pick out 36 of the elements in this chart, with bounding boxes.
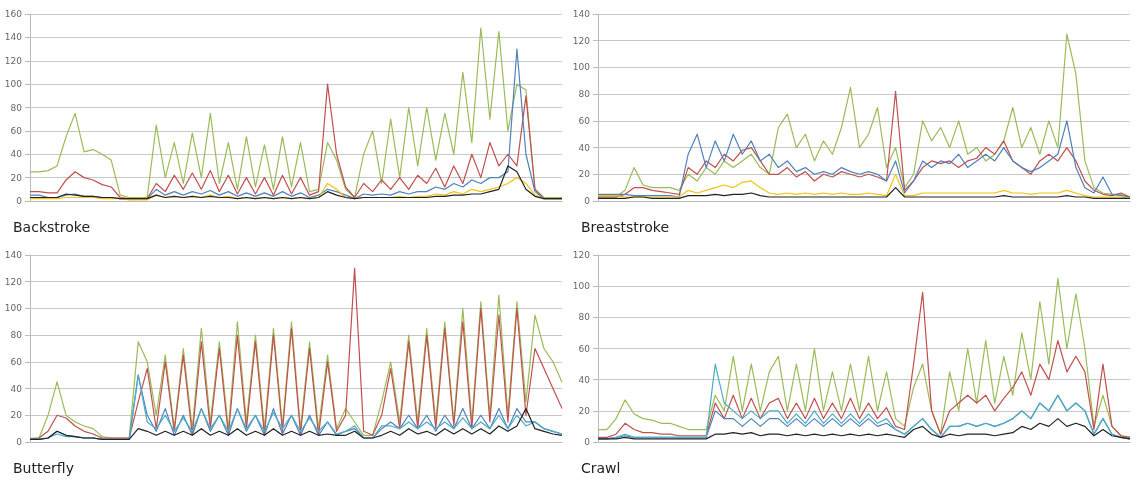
y-tick-label: 100 — [572, 62, 591, 73]
y-tick-label: 120 — [4, 55, 23, 66]
y-tick-label: 60 — [578, 343, 591, 354]
y-tick-label: 100 — [572, 281, 591, 292]
y-tick-label: 120 — [4, 276, 23, 287]
y-tick-label: 80 — [578, 312, 591, 323]
y-tick-label: 0 — [584, 196, 591, 206]
y-tick-label: 80 — [10, 330, 23, 341]
y-tick-label: 140 — [4, 32, 23, 43]
y-tick-label: 40 — [10, 383, 23, 394]
text: Breaststroke — [581, 219, 670, 235]
y-tick-label: 100 — [4, 79, 23, 90]
y-tick-label: 80 — [578, 89, 591, 100]
y-tick-label: 20 — [578, 405, 591, 416]
y-tick-label: 40 — [578, 142, 591, 153]
y-tick-label: 40 — [578, 374, 591, 385]
y-tick-label: 0 — [16, 437, 23, 447]
y-tick-label: 160 — [4, 9, 23, 19]
y-tick-label: 60 — [10, 356, 23, 367]
y-tick-label: 40 — [10, 149, 23, 160]
text: Butterfly — [13, 460, 74, 476]
y-tick-label: 20 — [10, 410, 23, 421]
y-tick-label: 60 — [578, 115, 591, 126]
y-tick-label: 140 — [572, 9, 591, 19]
y-tick-label: 120 — [572, 35, 591, 46]
y-tick-label: 100 — [4, 303, 23, 314]
text: Crawl — [581, 460, 621, 476]
y-tick-label: 140 — [4, 250, 23, 260]
y-tick-label: 20 — [10, 172, 23, 183]
y-tick-label: 80 — [10, 102, 23, 113]
y-tick-label: 0 — [16, 196, 23, 206]
y-tick-label: 20 — [578, 169, 591, 180]
y-tick-label: 0 — [584, 437, 591, 447]
text: Backstroke — [13, 219, 91, 235]
y-tick-label: 60 — [10, 125, 23, 136]
y-tick-label: 120 — [572, 250, 591, 260]
